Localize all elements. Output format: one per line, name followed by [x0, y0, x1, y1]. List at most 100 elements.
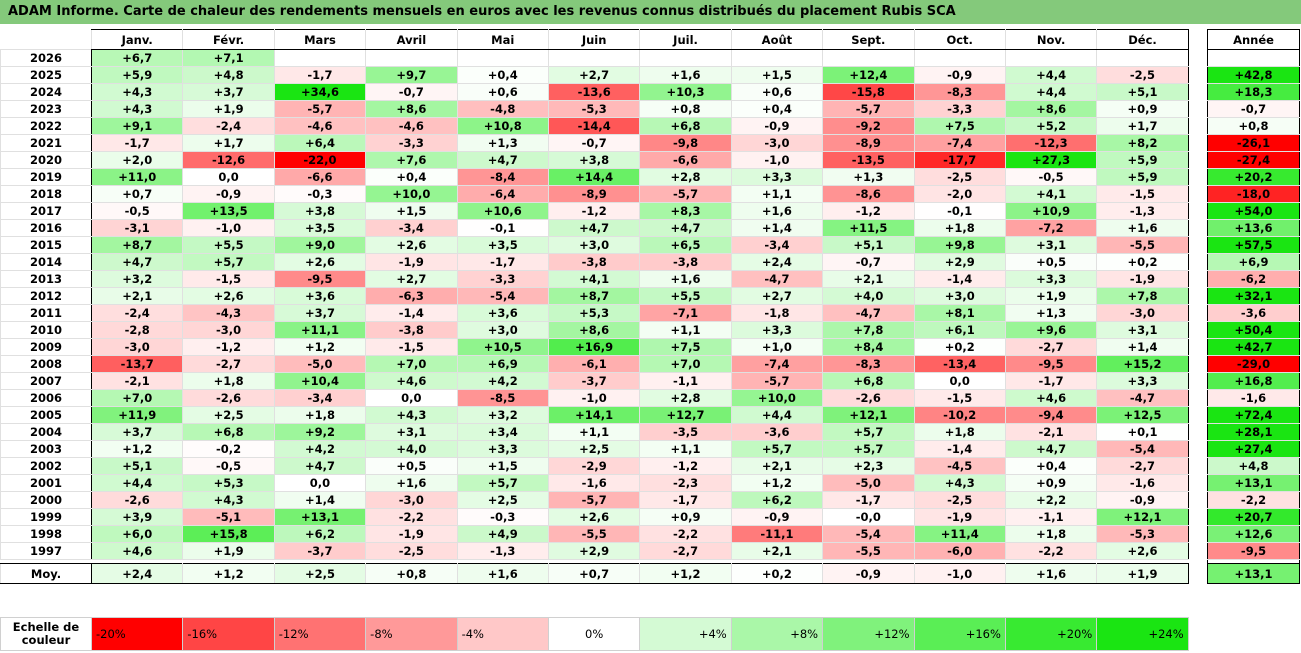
heatmap-cell: +4,6	[1004, 389, 1098, 407]
heatmap-cell: +1,5	[456, 457, 549, 475]
year-label: 2003	[0, 440, 92, 458]
heatmap-cell: -8,9	[547, 185, 641, 203]
heatmap-cell: +3,1	[365, 423, 458, 441]
heatmap-cell: +11,4	[913, 525, 1006, 543]
heatmap-cell: +11,5	[822, 219, 915, 237]
year-row: 2000 -2,6 +4,3 +1,4 -3,0 +2,5 -5,7 -1,7 +6,2 -1,7…	[0, 491, 1189, 509]
annual-cell: +0,8	[1207, 117, 1300, 135]
heatmap-cell: +1,8	[913, 219, 1006, 237]
heatmap-cell: +1,2	[273, 338, 367, 356]
annual-returns-body: Année +42,8 +18,3 -0,7 +0,8 -26,1 -27,4 +20,2 -1…	[1207, 29, 1300, 584]
heatmap-cell: +6,0	[90, 525, 184, 543]
heatmap-cell: +3,7	[182, 83, 275, 101]
heatmap-cell: +5,7	[730, 440, 824, 458]
heatmap-cell: -0,7	[547, 134, 641, 152]
average-cell: +0,8	[365, 563, 458, 584]
heatmap-body: Janv. Févr. Mars Avril Mai Juin Juil. Août Sept.…	[0, 29, 1189, 584]
heatmap-cell: -1,6	[547, 474, 641, 492]
heatmap-cell: +9,0	[273, 236, 367, 254]
heatmap-cell: +7,6	[365, 151, 458, 169]
heatmap-cell: -9,8	[639, 134, 732, 152]
heatmap-cell: +1,4	[1096, 338, 1189, 356]
heatmap-cell: -11,1	[730, 525, 824, 543]
heatmap-cell: -3,3	[365, 134, 458, 152]
heatmap-cell: +7,5	[639, 338, 732, 356]
heatmap-cell: +0,6	[730, 83, 824, 101]
heatmap-cell	[365, 49, 458, 67]
heatmap-cell	[913, 49, 1006, 67]
heatmap-cell: +10,0	[365, 185, 458, 203]
heatmap-cell: +4,7	[639, 219, 732, 237]
heatmap-cell: +10,4	[273, 372, 367, 390]
heatmap-cell: -5,7	[547, 491, 641, 509]
heatmap-cell: -1,7	[639, 491, 732, 509]
heatmap-cell: +3,4	[456, 423, 549, 441]
year-label: 1998	[0, 525, 92, 543]
heatmap-cell: -5,5	[1096, 236, 1189, 254]
heatmap-cell: -1,2	[639, 457, 732, 475]
heatmap-cell: +5,7	[182, 253, 275, 271]
heatmap-cell: +4,9	[456, 525, 549, 543]
heatmap-cell: +9,8	[913, 236, 1006, 254]
heatmap-cell: -1,7	[273, 66, 367, 84]
heatmap-cell: +3,3	[1096, 372, 1189, 390]
year-row: 2004 +3,7 +6,8 +9,2 +3,1 +3,4 +1,1 -3,5 -3,6 +5,7…	[0, 423, 1189, 441]
heatmap-cell	[822, 49, 915, 67]
heatmap-cell: -3,3	[913, 100, 1006, 118]
heatmap-cell: +8,4	[822, 338, 915, 356]
heatmap-cell: -7,1	[639, 304, 732, 322]
heatmap-cell: +5,3	[547, 304, 641, 322]
color-scale-stop: +16%	[913, 617, 1006, 651]
heatmap-cell: +7,8	[1096, 287, 1189, 305]
heatmap-cell: -1,2	[182, 338, 275, 356]
heatmap-cell: -3,7	[547, 372, 641, 390]
heatmap-cell: +1,9	[1004, 287, 1098, 305]
year-label: 2020	[0, 151, 92, 169]
heatmap-cell: +11,9	[90, 406, 184, 424]
annual-cell: -2,2	[1207, 491, 1300, 509]
heatmap-cell: +16,9	[547, 338, 641, 356]
heatmap-cell: +0,4	[365, 168, 458, 186]
heatmap-cell: -1,1	[639, 372, 732, 390]
heatmap-cell: -5,5	[547, 525, 641, 543]
year-label: 2025	[0, 66, 92, 84]
annual-cell: +42,7	[1207, 338, 1300, 356]
color-scale-stop: 0%	[547, 617, 641, 651]
heatmap-cell: +13,1	[273, 508, 367, 526]
heatmap-cell: -1,1	[1004, 508, 1098, 526]
average-row: Moy. +2,4 +1,2 +2,5 +0,8 +1,6 +0,7 +1,2 +0,2 -0,9…	[0, 563, 1189, 584]
heatmap-cell: -3,4	[730, 236, 824, 254]
heatmap-cell: +3,5	[273, 219, 367, 237]
heatmap-cell: +1,5	[730, 66, 824, 84]
spacer-cell	[914, 559, 1006, 564]
month-header: Août	[730, 29, 824, 50]
heatmap-cell: -2,8	[90, 321, 184, 339]
heatmap-cell: -2,9	[547, 457, 641, 475]
year-label: 2007	[0, 372, 92, 390]
average-cell: +1,9	[1096, 563, 1189, 584]
heatmap-cell: +2,5	[182, 406, 275, 424]
heatmap-cell	[456, 49, 549, 67]
heatmap-cell: +2,8	[639, 389, 732, 407]
heatmap-cell: -1,3	[1096, 202, 1189, 220]
heatmap-cell: +2,5	[456, 491, 549, 509]
heatmap-cell	[639, 49, 732, 67]
year-row: 2010 -2,8 -3,0 +11,1 -3,8 +3,0 +8,6 +1,1 +3,3 +7,…	[0, 321, 1189, 339]
heatmap-cell: 0,0	[365, 389, 458, 407]
heatmap-cell: -5,7	[730, 372, 824, 390]
heatmap-cell: +1,8	[273, 406, 367, 424]
heatmap-cell: +13,5	[182, 202, 275, 220]
heatmap-cell: +0,6	[456, 83, 549, 101]
average-cell: -0,9	[822, 563, 915, 584]
heatmap-cell: -7,4	[730, 355, 824, 373]
annual-cell: -26,1	[1207, 134, 1300, 152]
heatmap-cell: +10,0	[730, 389, 824, 407]
color-scale-stop: -20%	[90, 617, 184, 651]
heatmap-cell: -2,1	[1004, 423, 1098, 441]
year-label: 2000	[0, 491, 92, 509]
year-row: 2017 -0,5 +13,5 +3,8 +1,5 +10,6 -1,2 +8,3 +1,6 -1…	[0, 202, 1189, 220]
heatmap-cell: +1,9	[182, 100, 275, 118]
heatmap-cell: +7,0	[639, 355, 732, 373]
heatmap-cell: +3,3	[730, 321, 824, 339]
heatmap-cell: -5,1	[182, 508, 275, 526]
